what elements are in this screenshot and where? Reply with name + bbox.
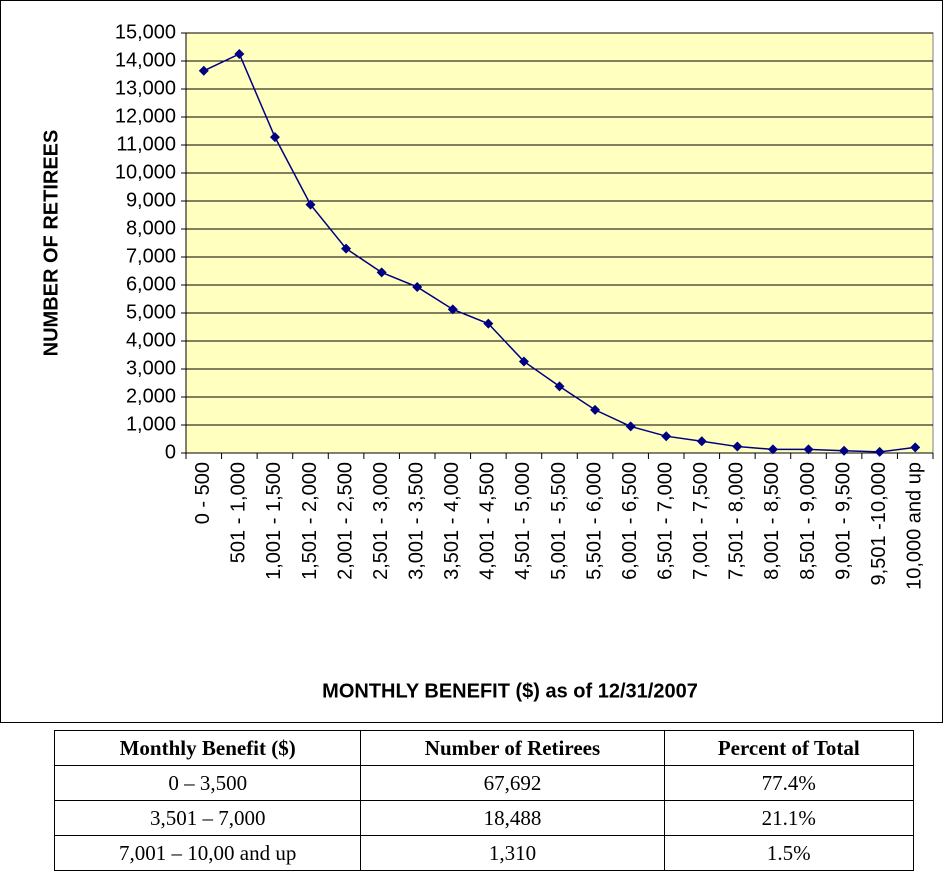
point xyxy=(732,441,743,452)
table-cell: 18,488 xyxy=(360,800,665,836)
x-tick-label: 10,000 and up xyxy=(903,462,925,590)
point xyxy=(803,444,814,455)
y-tick-label: 3,000 xyxy=(126,357,176,379)
y-tick-label: 10,000 xyxy=(115,161,176,183)
point xyxy=(305,199,316,210)
table-row: 3,501 – 7,000 18,488 21.1% xyxy=(53,800,915,836)
x-tick-label: 501 - 1,000 xyxy=(228,462,250,563)
point xyxy=(341,243,352,254)
y-tick-label: 15,000 xyxy=(115,21,176,43)
y-tick-label: 6,000 xyxy=(126,273,176,295)
x-tick-label: 5,501 - 6,000 xyxy=(583,462,605,580)
y-tick-label: 11,000 xyxy=(116,133,176,155)
table-cell: 3,501 – 7,000 xyxy=(53,800,362,836)
header-cell: Percent of Total xyxy=(663,730,915,766)
point xyxy=(590,404,601,415)
point xyxy=(518,356,529,367)
point xyxy=(554,381,565,392)
y-tick-label: 8,000 xyxy=(126,217,176,239)
header-cell: Number of Retirees xyxy=(360,730,665,766)
table-row: 0 – 3,500 67,692 77.4% xyxy=(53,765,915,801)
table-cell: 1,310 xyxy=(360,835,665,871)
table-cell: 7,001 – 10,00 and up xyxy=(53,835,362,871)
x-tick-label: 4,501 - 5,000 xyxy=(512,462,534,580)
point xyxy=(625,421,636,432)
point xyxy=(234,49,245,59)
x-tick-label: 6,001 - 6,500 xyxy=(619,462,641,580)
x-tick-label: 8,001 - 8,500 xyxy=(761,462,783,580)
y-tick-label: 7,000 xyxy=(126,245,176,267)
table-cell: 0 – 3,500 xyxy=(53,765,362,801)
point xyxy=(839,445,850,456)
y-tick-label: 14,000 xyxy=(115,49,176,71)
chart: NUMBER OF RETIREES MONTHLY BENEFIT ($) a… xyxy=(0,0,943,723)
y-tick-label: 0 xyxy=(165,441,176,463)
x-tick-label: 2,001 - 2,500 xyxy=(334,462,356,580)
x-tick-label: 6,501 - 7,000 xyxy=(654,462,676,580)
point xyxy=(269,132,280,143)
x-tick-label: 4,001 - 4,500 xyxy=(477,462,499,580)
y-tick-label: 5,000 xyxy=(126,301,176,323)
y-tick-label: 9,000 xyxy=(126,189,176,211)
x-tick-label: 1,001 - 1,500 xyxy=(263,462,285,580)
x-tick-label: 9,501 -10,000 xyxy=(868,462,890,585)
y-tick-label: 1,000 xyxy=(126,413,176,435)
x-tick-label: 7,501 - 8,000 xyxy=(726,462,748,580)
table-cell: 67,692 xyxy=(360,765,665,801)
summary-table: Monthly Benefit ($) Number of Retirees P… xyxy=(53,730,915,871)
table-header: Monthly Benefit ($) Number of Retirees P… xyxy=(53,730,915,766)
y-tick-label: 4,000 xyxy=(126,329,176,351)
table-cell: 77.4% xyxy=(663,765,915,801)
table-cell: 21.1% xyxy=(663,800,915,836)
x-tick-label: 7,001 - 7,500 xyxy=(690,462,712,580)
y-tick-label: 12,000 xyxy=(115,105,176,127)
point xyxy=(696,436,707,447)
point xyxy=(767,444,778,455)
y-tick-label: 2,000 xyxy=(126,385,176,407)
x-axis-title: MONTHLY BENEFIT ($) as of 12/31/2007 xyxy=(322,680,698,702)
header-cell: Monthly Benefit ($) xyxy=(53,730,362,766)
y-tick-label: 13,000 xyxy=(115,77,176,99)
table-row: 7,001 – 10,00 and up 1,310 1.5% xyxy=(53,835,915,871)
point xyxy=(376,267,387,278)
point xyxy=(661,431,672,442)
x-tick-label: 3,501 - 4,000 xyxy=(441,462,463,580)
table-cell: 1.5% xyxy=(663,835,915,871)
point xyxy=(447,304,458,315)
x-tick-label: 9,001 - 9,500 xyxy=(832,462,854,580)
x-tick-label: 5,001 - 5,500 xyxy=(548,462,570,580)
x-tick-label: 3,001 - 3,500 xyxy=(405,462,427,580)
x-tick-label: 1,501 - 2,000 xyxy=(299,462,321,580)
point xyxy=(412,281,423,292)
x-tick-label: 0 - 500 xyxy=(192,462,214,524)
point xyxy=(483,318,494,329)
point xyxy=(910,442,921,453)
y-axis-title: NUMBER OF RETIREES xyxy=(40,130,62,357)
point xyxy=(198,65,209,76)
x-tick-label: 2,501 - 3,000 xyxy=(370,462,392,580)
point xyxy=(874,446,885,457)
table-body: 0 – 3,500 67,692 77.4% 3,501 – 7,000 18,488 2… xyxy=(53,765,915,871)
x-tick-label: 8,501 - 9,000 xyxy=(797,462,819,580)
